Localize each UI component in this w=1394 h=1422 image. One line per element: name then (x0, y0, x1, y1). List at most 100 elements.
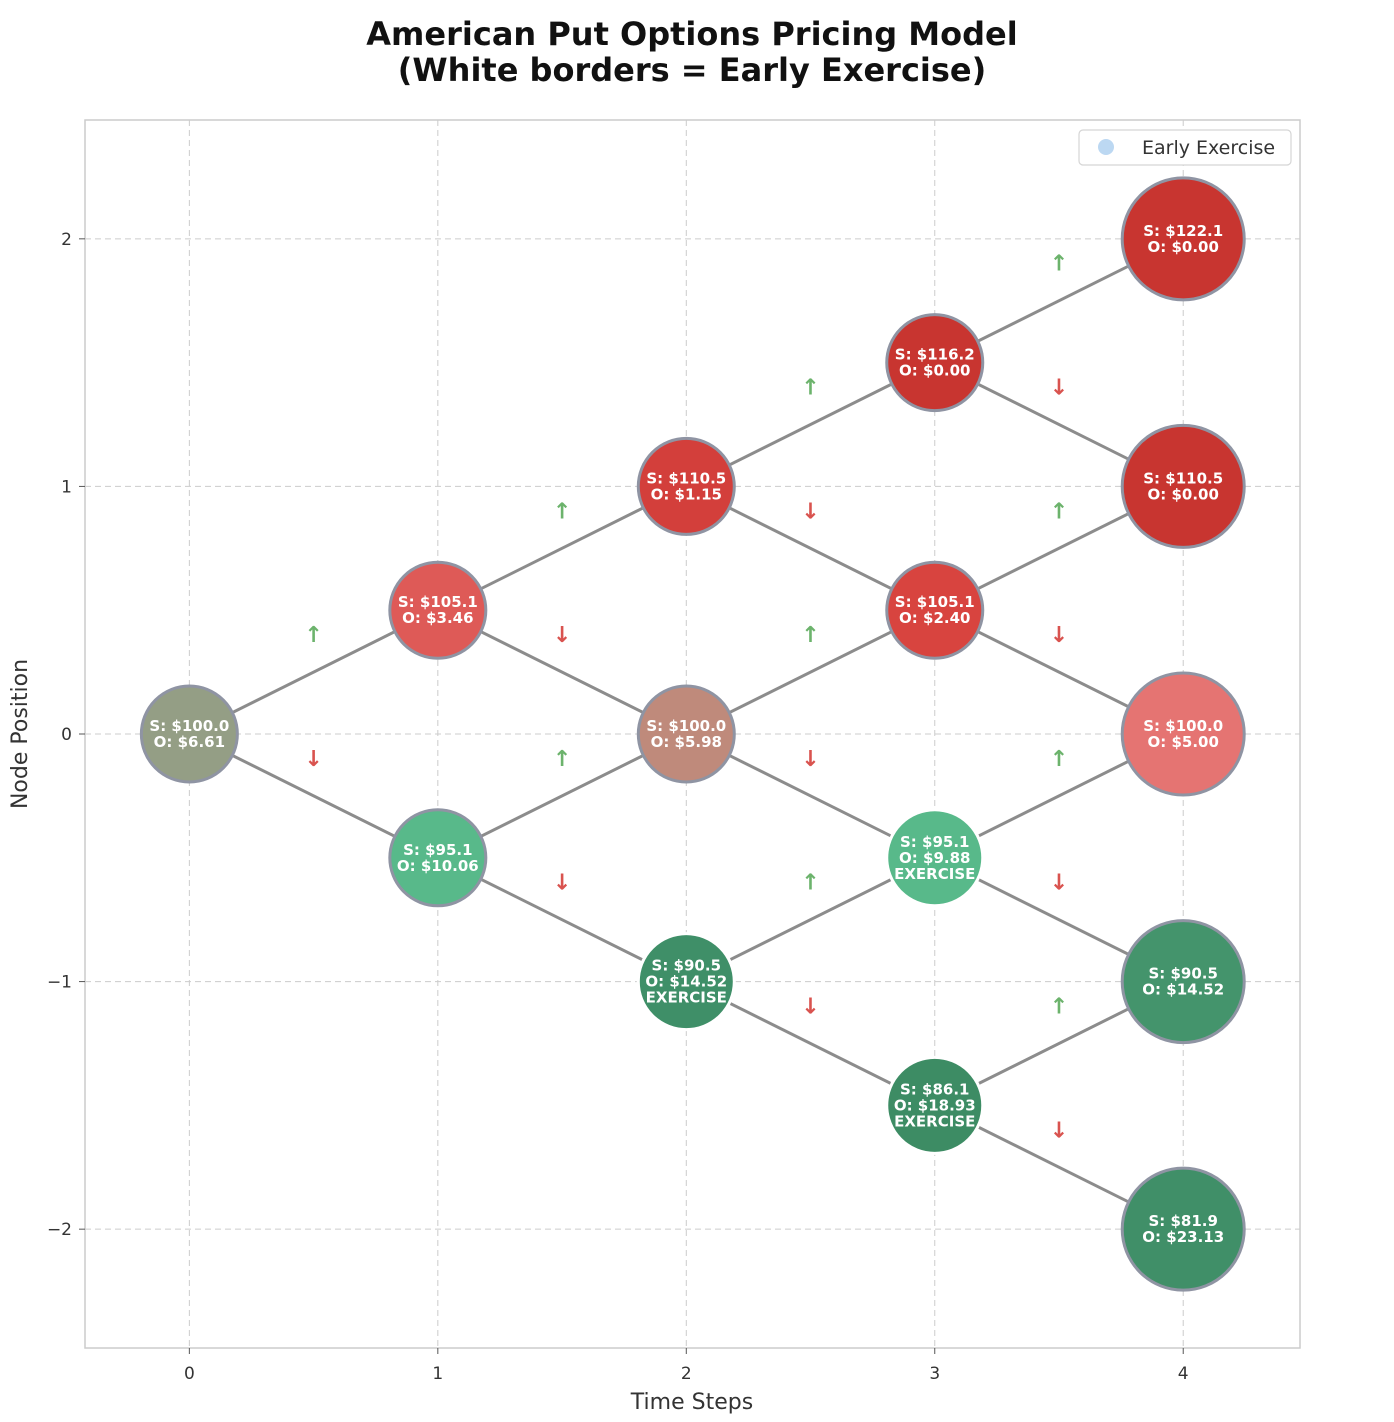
y-axis-label: Node Position (8, 659, 33, 809)
node-option-value: O: $5.98 (651, 733, 722, 751)
node-stock-price: S: $110.5 (1143, 469, 1223, 487)
y-tick-label: 0 (61, 725, 72, 745)
node-stock-price: S: $110.5 (646, 469, 726, 487)
y-tick-label: 2 (61, 230, 72, 250)
legend-label: Early Exercise (1142, 137, 1275, 159)
node-option-value: O: $23.13 (1142, 1228, 1224, 1246)
up-arrow: ↑ (553, 747, 571, 772)
node-stock-price: S: $90.5 (1148, 965, 1217, 983)
down-arrow: ↓ (1050, 376, 1068, 401)
node-circle (388, 560, 488, 660)
tree-node: S: $95.1O: $10.06 (388, 808, 488, 908)
x-tick-label: 1 (432, 1364, 443, 1384)
up-arrow: ↑ (1050, 499, 1068, 524)
x-tick-label: 3 (929, 1364, 940, 1384)
node-stock-price: S: $95.1 (403, 841, 472, 859)
node-option-value: O: $2.40 (899, 609, 970, 627)
node-circle (1120, 671, 1246, 797)
up-arrow: ↑ (801, 376, 819, 401)
x-tick-label: 4 (1178, 1364, 1189, 1384)
node-circle (1120, 423, 1246, 549)
tree-node: S: $100.0O: $6.61 (139, 684, 239, 784)
node-circle (1120, 919, 1246, 1045)
up-arrow: ↑ (801, 623, 819, 648)
node-circle (885, 560, 985, 660)
node-stock-price: S: $95.1 (900, 833, 969, 851)
up-arrow: ↑ (801, 871, 819, 896)
up-arrow: ↑ (553, 499, 571, 524)
node-option-value: O: $14.52 (1142, 981, 1224, 999)
legend-marker (1098, 139, 1114, 155)
node-stock-price: S: $86.1 (900, 1080, 969, 1098)
up-arrow: ↑ (1050, 252, 1068, 277)
direction-arrows: ↑ ↓ ↑ ↓ ↑ ↓ ↑ ↓ ↑ ↓ ↑ ↓ ↑ ↓ ↑ ↓ ↑ ↓ ↑ ↓ (304, 252, 1068, 1144)
up-arrow: ↑ (304, 623, 322, 648)
down-arrow: ↓ (1050, 623, 1068, 648)
tree-node: S: $100.0O: $5.00 (1120, 671, 1246, 797)
legend: Early Exercise (1078, 129, 1292, 166)
node-stock-price: S: $100.0 (149, 717, 229, 735)
grid-lines (85, 120, 1300, 1348)
exercise-node-circle (885, 808, 985, 908)
tree-node: S: $90.5O: $14.52 (1120, 919, 1246, 1045)
exercise-node-circle (636, 932, 736, 1032)
chart-title-line-2: (White borders = Early Exercise) (398, 51, 987, 89)
node-option-value: O: $9.88 (899, 849, 970, 867)
tree-node: S: $100.0O: $5.98 (636, 684, 736, 784)
down-arrow: ↓ (801, 994, 819, 1019)
node-stock-price: S: $90.5 (652, 957, 721, 975)
tree-node: S: $110.5O: $1.15 (636, 436, 736, 536)
up-arrow: ↑ (1050, 747, 1068, 772)
node-stock-price: S: $105.1 (895, 593, 975, 611)
x-axis-label: Time Steps (630, 1390, 753, 1415)
legend-box (1078, 129, 1292, 166)
node-circle (388, 808, 488, 908)
y-tick-label: 1 (61, 477, 72, 497)
down-arrow: ↓ (801, 499, 819, 524)
node-option-value: O: $0.00 (1148, 485, 1219, 503)
x-tick-label: 0 (184, 1364, 195, 1384)
exercise-node-circle (885, 1055, 985, 1155)
node-exercise-label: EXERCISE (894, 1112, 975, 1130)
down-arrow: ↓ (553, 871, 571, 896)
chart-title-line-1: American Put Options Pricing Model (366, 15, 1017, 53)
node-circle (1120, 1166, 1246, 1292)
down-arrow: ↓ (1050, 871, 1068, 896)
node-stock-price: S: $100.0 (1143, 717, 1223, 735)
down-arrow: ↓ (1050, 1118, 1068, 1143)
node-option-value: O: $3.46 (402, 609, 473, 627)
y-tick-label: −2 (47, 1220, 72, 1240)
y-tick-label: −1 (47, 973, 72, 993)
node-option-value: O: $10.06 (397, 857, 479, 875)
node-circle (139, 684, 239, 784)
node-circle (885, 313, 985, 413)
tree-node: S: $105.1O: $2.40 (885, 560, 985, 660)
node-stock-price: S: $81.9 (1148, 1212, 1217, 1230)
up-arrow: ↑ (1050, 994, 1068, 1019)
tree-node: S: $116.2O: $0.00 (885, 313, 985, 413)
node-option-value: O: $6.61 (154, 733, 225, 751)
tree-nodes: S: $100.0O: $6.61S: $105.1O: $3.46S: $95… (139, 176, 1246, 1292)
node-option-value: O: $0.00 (1148, 238, 1219, 256)
tree-node: S: $81.9O: $23.13 (1120, 1166, 1246, 1292)
node-option-value: O: $14.52 (645, 973, 727, 991)
tree-node: S: $105.1O: $3.46 (388, 560, 488, 660)
node-option-value: O: $5.00 (1148, 733, 1219, 751)
node-stock-price: S: $116.2 (895, 346, 975, 364)
tree-node: S: $110.5O: $0.00 (1120, 423, 1246, 549)
node-circle (636, 436, 736, 536)
node-stock-price: S: $105.1 (398, 593, 478, 611)
node-option-value: O: $0.00 (899, 362, 970, 380)
x-tick-label: 2 (681, 1364, 692, 1384)
down-arrow: ↓ (553, 623, 571, 648)
down-arrow: ↓ (304, 747, 322, 772)
node-option-value: O: $18.93 (894, 1096, 976, 1114)
node-exercise-label: EXERCISE (646, 989, 727, 1007)
node-exercise-label: EXERCISE (894, 865, 975, 883)
node-stock-price: S: $100.0 (646, 717, 726, 735)
node-circle (636, 684, 736, 784)
